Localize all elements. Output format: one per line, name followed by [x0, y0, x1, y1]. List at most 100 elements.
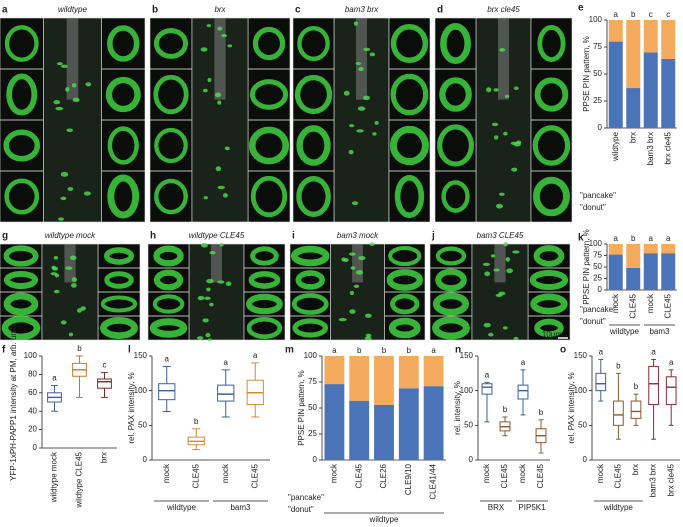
significance-letter: a [332, 346, 337, 355]
cell-dot [219, 243, 224, 247]
cell-dot [343, 90, 350, 96]
cell-dot [202, 88, 208, 93]
significance-letter: a [521, 358, 526, 367]
box [158, 383, 176, 401]
cell-signal [537, 25, 566, 62]
bar-segment [423, 386, 444, 460]
cell-signal [248, 126, 290, 165]
bar-segment [626, 244, 641, 268]
cell-dot [486, 87, 492, 93]
cell-signal [441, 180, 470, 213]
cell-signal [153, 269, 184, 291]
root-stele [352, 244, 363, 283]
x-tick-label: brx [631, 464, 640, 475]
group-label: wildtype [603, 503, 633, 512]
x-tick-label: CLE45 [191, 463, 200, 488]
y-tick-label: 75 [593, 251, 602, 260]
panel-letter: c [295, 5, 301, 16]
cell-signal [6, 73, 38, 116]
bar-segment [398, 388, 419, 460]
cell-signal [152, 294, 185, 314]
y-tick-label: 150 [574, 351, 588, 360]
cell-signal [435, 246, 467, 266]
significance-letter: a [224, 358, 229, 367]
cell-dot [69, 255, 77, 260]
box [595, 372, 607, 392]
y-tick-label: 100 [460, 386, 474, 395]
x-tick-label: mock [221, 463, 230, 483]
cell-dot [513, 86, 519, 91]
cell-dot [513, 336, 519, 340]
y-tick-label: 0 [313, 455, 318, 464]
significance-letter: b [631, 10, 636, 19]
y-tick-label: 0 [143, 455, 148, 464]
bar-segment [643, 244, 658, 254]
cell-signal [1, 315, 41, 341]
bar-segment [608, 41, 623, 128]
cell-dot [493, 268, 500, 272]
cell-dot [72, 97, 80, 103]
cell-dot [499, 48, 506, 52]
y-tick-label: 40 [28, 406, 37, 415]
x-tick-label: CLE26 [379, 463, 388, 488]
cell-dot [60, 171, 69, 177]
cell-dot [512, 250, 520, 254]
cell-dot [209, 302, 214, 307]
cell-dot [200, 242, 208, 248]
cell-signal [530, 293, 568, 315]
box [630, 400, 642, 419]
significance-letter: a [669, 358, 674, 367]
x-tick-label: mock [646, 293, 655, 313]
panel-title: bam3 brx [345, 5, 379, 14]
bar-segment [661, 244, 676, 254]
cell-signal [153, 28, 189, 59]
y-tick-label: 0 [469, 455, 474, 464]
cell-signal [3, 292, 39, 316]
cell-dot [58, 217, 64, 221]
x-tick-label: mock [611, 293, 620, 313]
significance-letter: a [52, 374, 57, 383]
panel-title: wildtype CLE45 [189, 231, 245, 240]
panel-title: wildtype mock [45, 231, 96, 240]
cell-dot [353, 284, 360, 288]
group-label: wildtype [166, 503, 196, 512]
x-tick-label: CLE9/10 [404, 463, 413, 495]
cell-dot [206, 278, 214, 284]
x-tick-label: mock [482, 463, 491, 483]
group-label: BRX [488, 503, 505, 512]
cell-signal [394, 174, 425, 219]
cell-signal [437, 124, 475, 167]
cell-dot [207, 77, 212, 83]
root-stele [66, 18, 79, 100]
significance-letter: a [651, 348, 656, 357]
y-tick-label: 80 [28, 370, 37, 379]
significance-letter: a [666, 234, 671, 243]
cell-dot [503, 131, 508, 136]
cell-dot [490, 254, 496, 258]
cell-signal [296, 176, 331, 217]
cell-dot [222, 193, 228, 198]
legend-entry: "pancake" [580, 191, 616, 200]
cell-signal [3, 129, 41, 162]
y-tick-label: 100 [589, 239, 603, 248]
y-tick-label: 100 [304, 351, 318, 360]
y-tick-label: 25 [308, 429, 317, 438]
cell-dot [71, 83, 77, 88]
significance-letter: b [634, 382, 639, 391]
cell-signal [388, 245, 422, 267]
scale-bar-label: 10µm [542, 330, 563, 339]
y-tick-label: 0 [598, 285, 603, 294]
y-axis-label: PPSE PIN pattern, % [582, 229, 591, 305]
significance-letter: a [431, 346, 436, 355]
cell-signal [149, 318, 188, 338]
significance-letter: b [382, 346, 387, 355]
significance-letter: a [485, 370, 490, 379]
box [648, 365, 659, 406]
x-tick-label: mock [162, 463, 171, 483]
x-tick-label: bam3 brx [646, 132, 655, 165]
y-tick-label: 100 [574, 386, 588, 395]
cell-signal [292, 318, 329, 338]
panel-letter: m [285, 345, 294, 356]
root-stele [214, 18, 226, 100]
